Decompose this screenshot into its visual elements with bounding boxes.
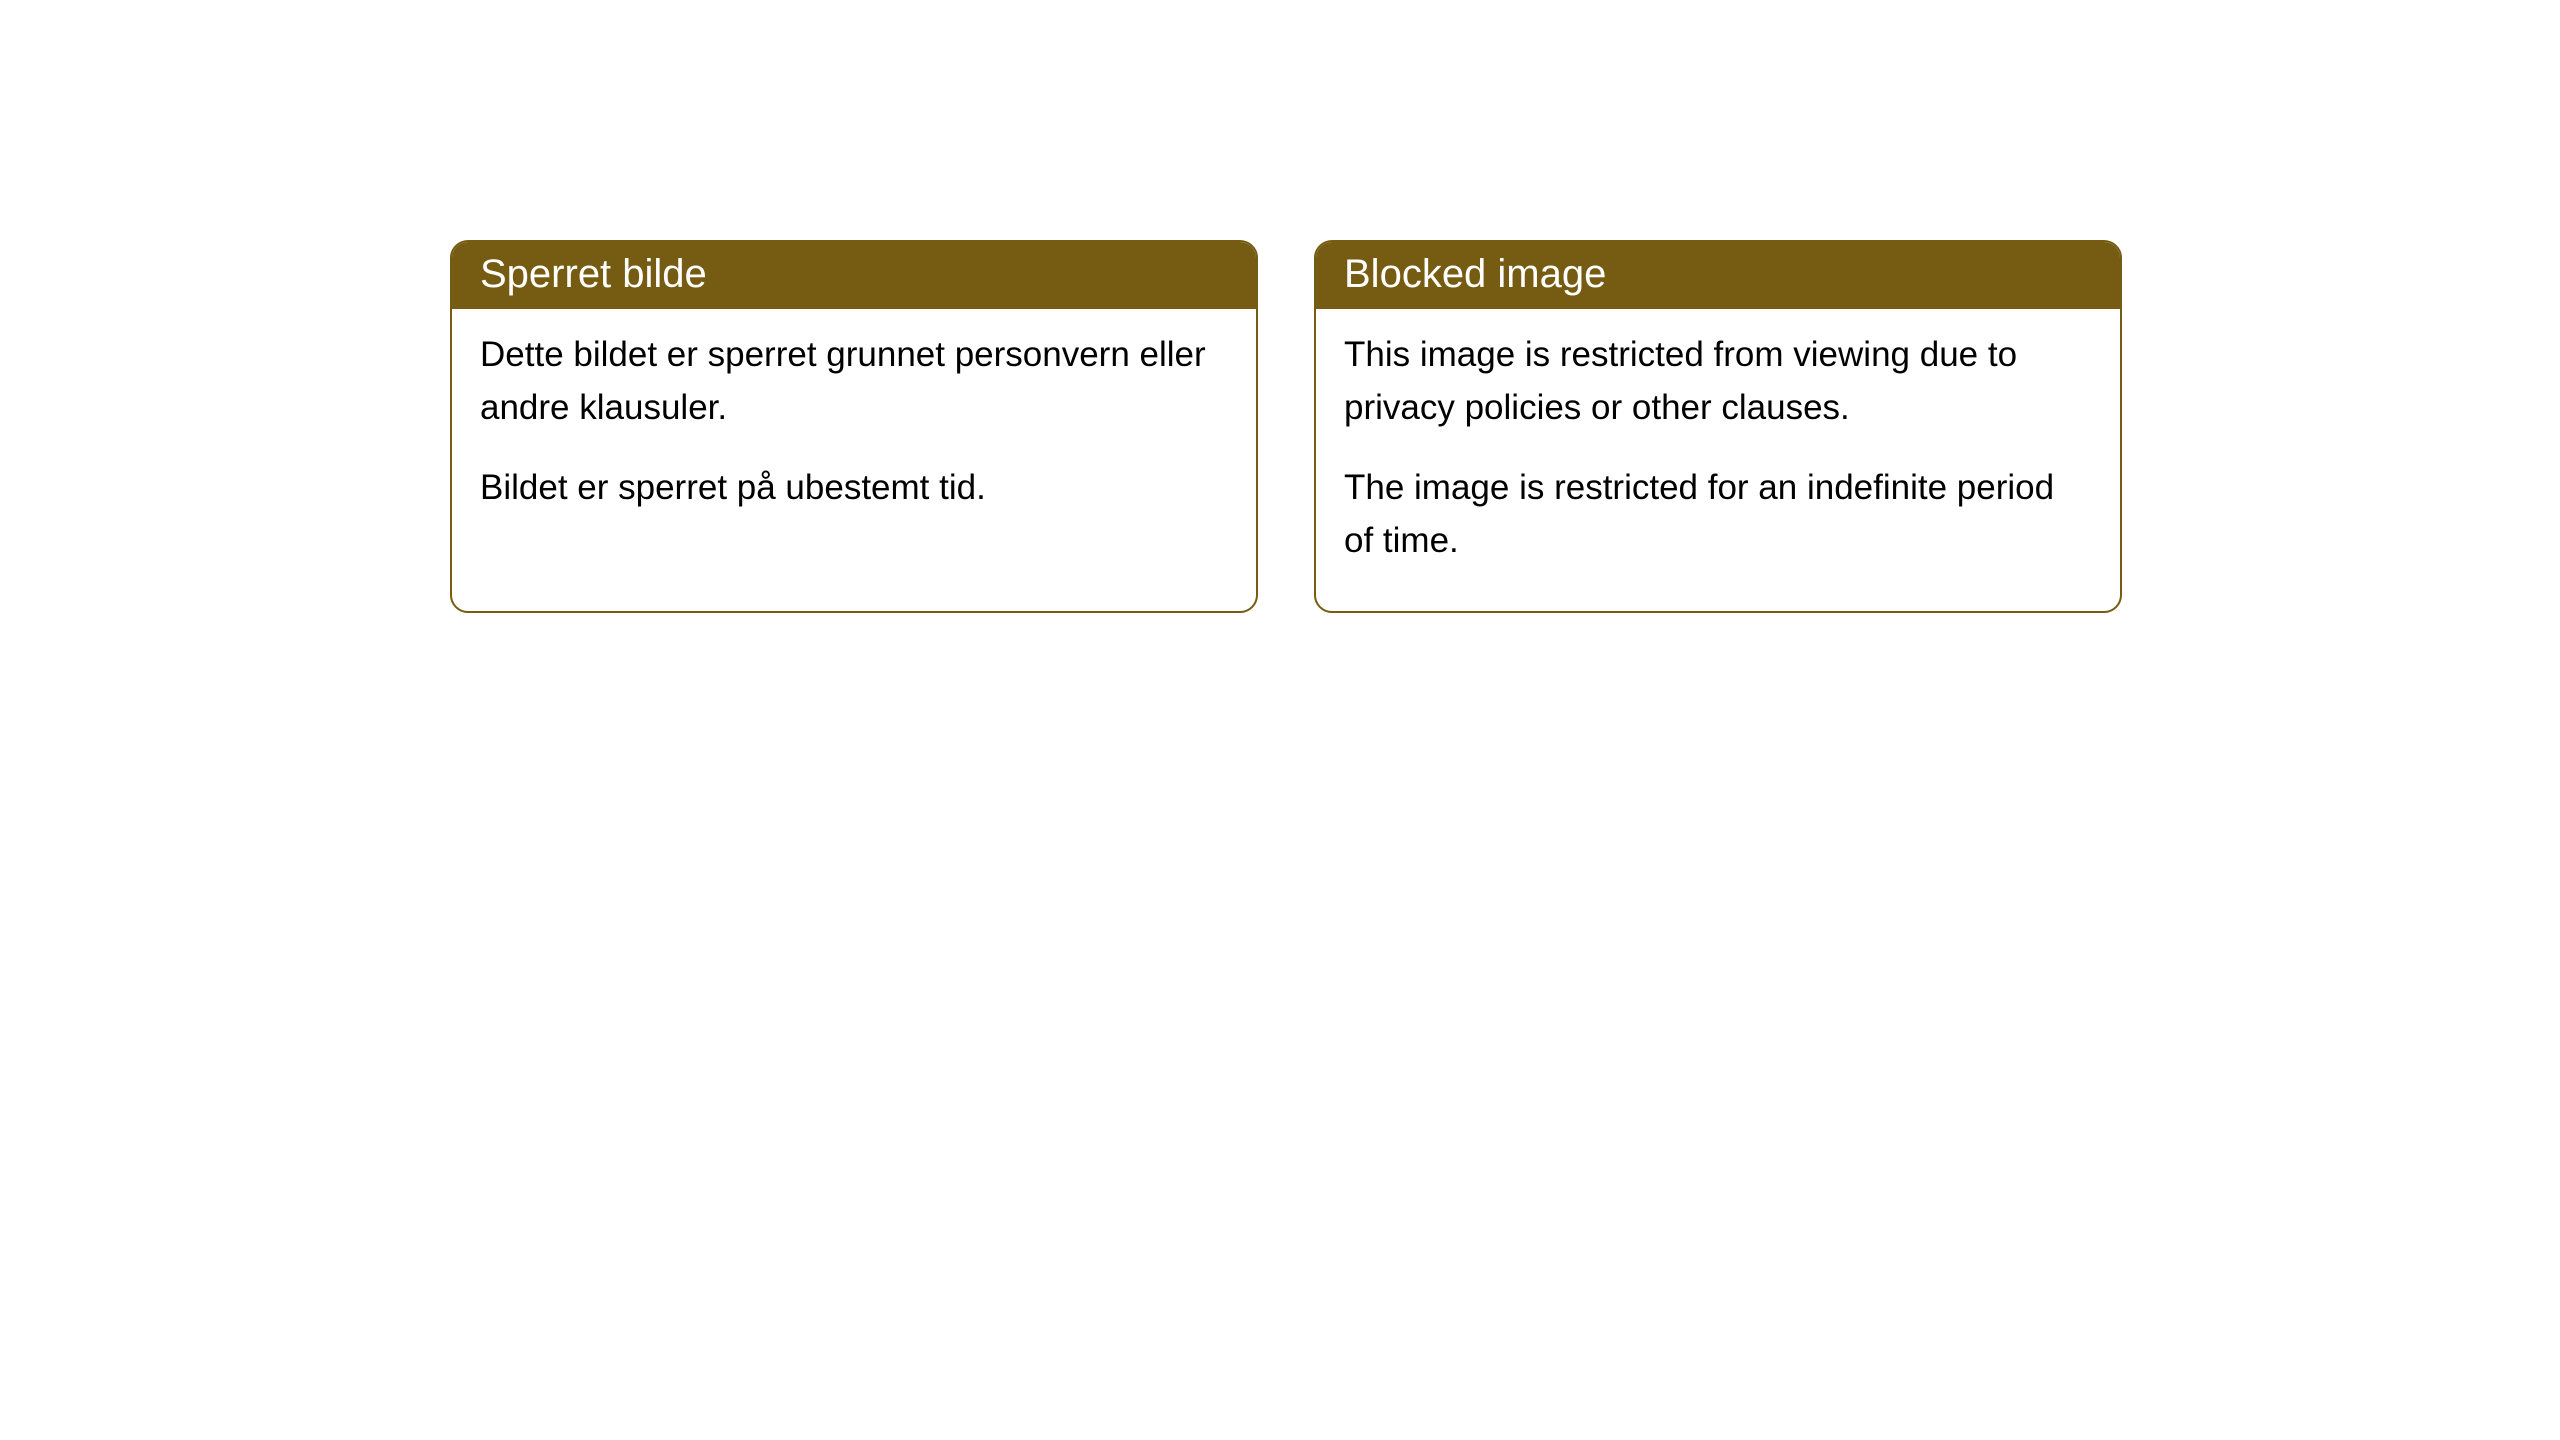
card-paragraph-1: This image is restricted from viewing du… [1344,329,2092,434]
card-header-norwegian: Sperret bilde [452,242,1256,309]
card-paragraph-2: The image is restricted for an indefinit… [1344,462,2092,567]
card-header-english: Blocked image [1316,242,2120,309]
blocked-image-card-norwegian: Sperret bilde Dette bildet er sperret gr… [450,240,1258,613]
card-paragraph-1: Dette bildet er sperret grunnet personve… [480,329,1228,434]
card-title: Blocked image [1344,252,1606,296]
card-title: Sperret bilde [480,252,707,296]
cards-container: Sperret bilde Dette bildet er sperret gr… [0,0,2560,613]
card-paragraph-2: Bildet er sperret på ubestemt tid. [480,462,1228,515]
card-body-english: This image is restricted from viewing du… [1316,309,2120,611]
card-body-norwegian: Dette bildet er sperret grunnet personve… [452,309,1256,559]
blocked-image-card-english: Blocked image This image is restricted f… [1314,240,2122,613]
